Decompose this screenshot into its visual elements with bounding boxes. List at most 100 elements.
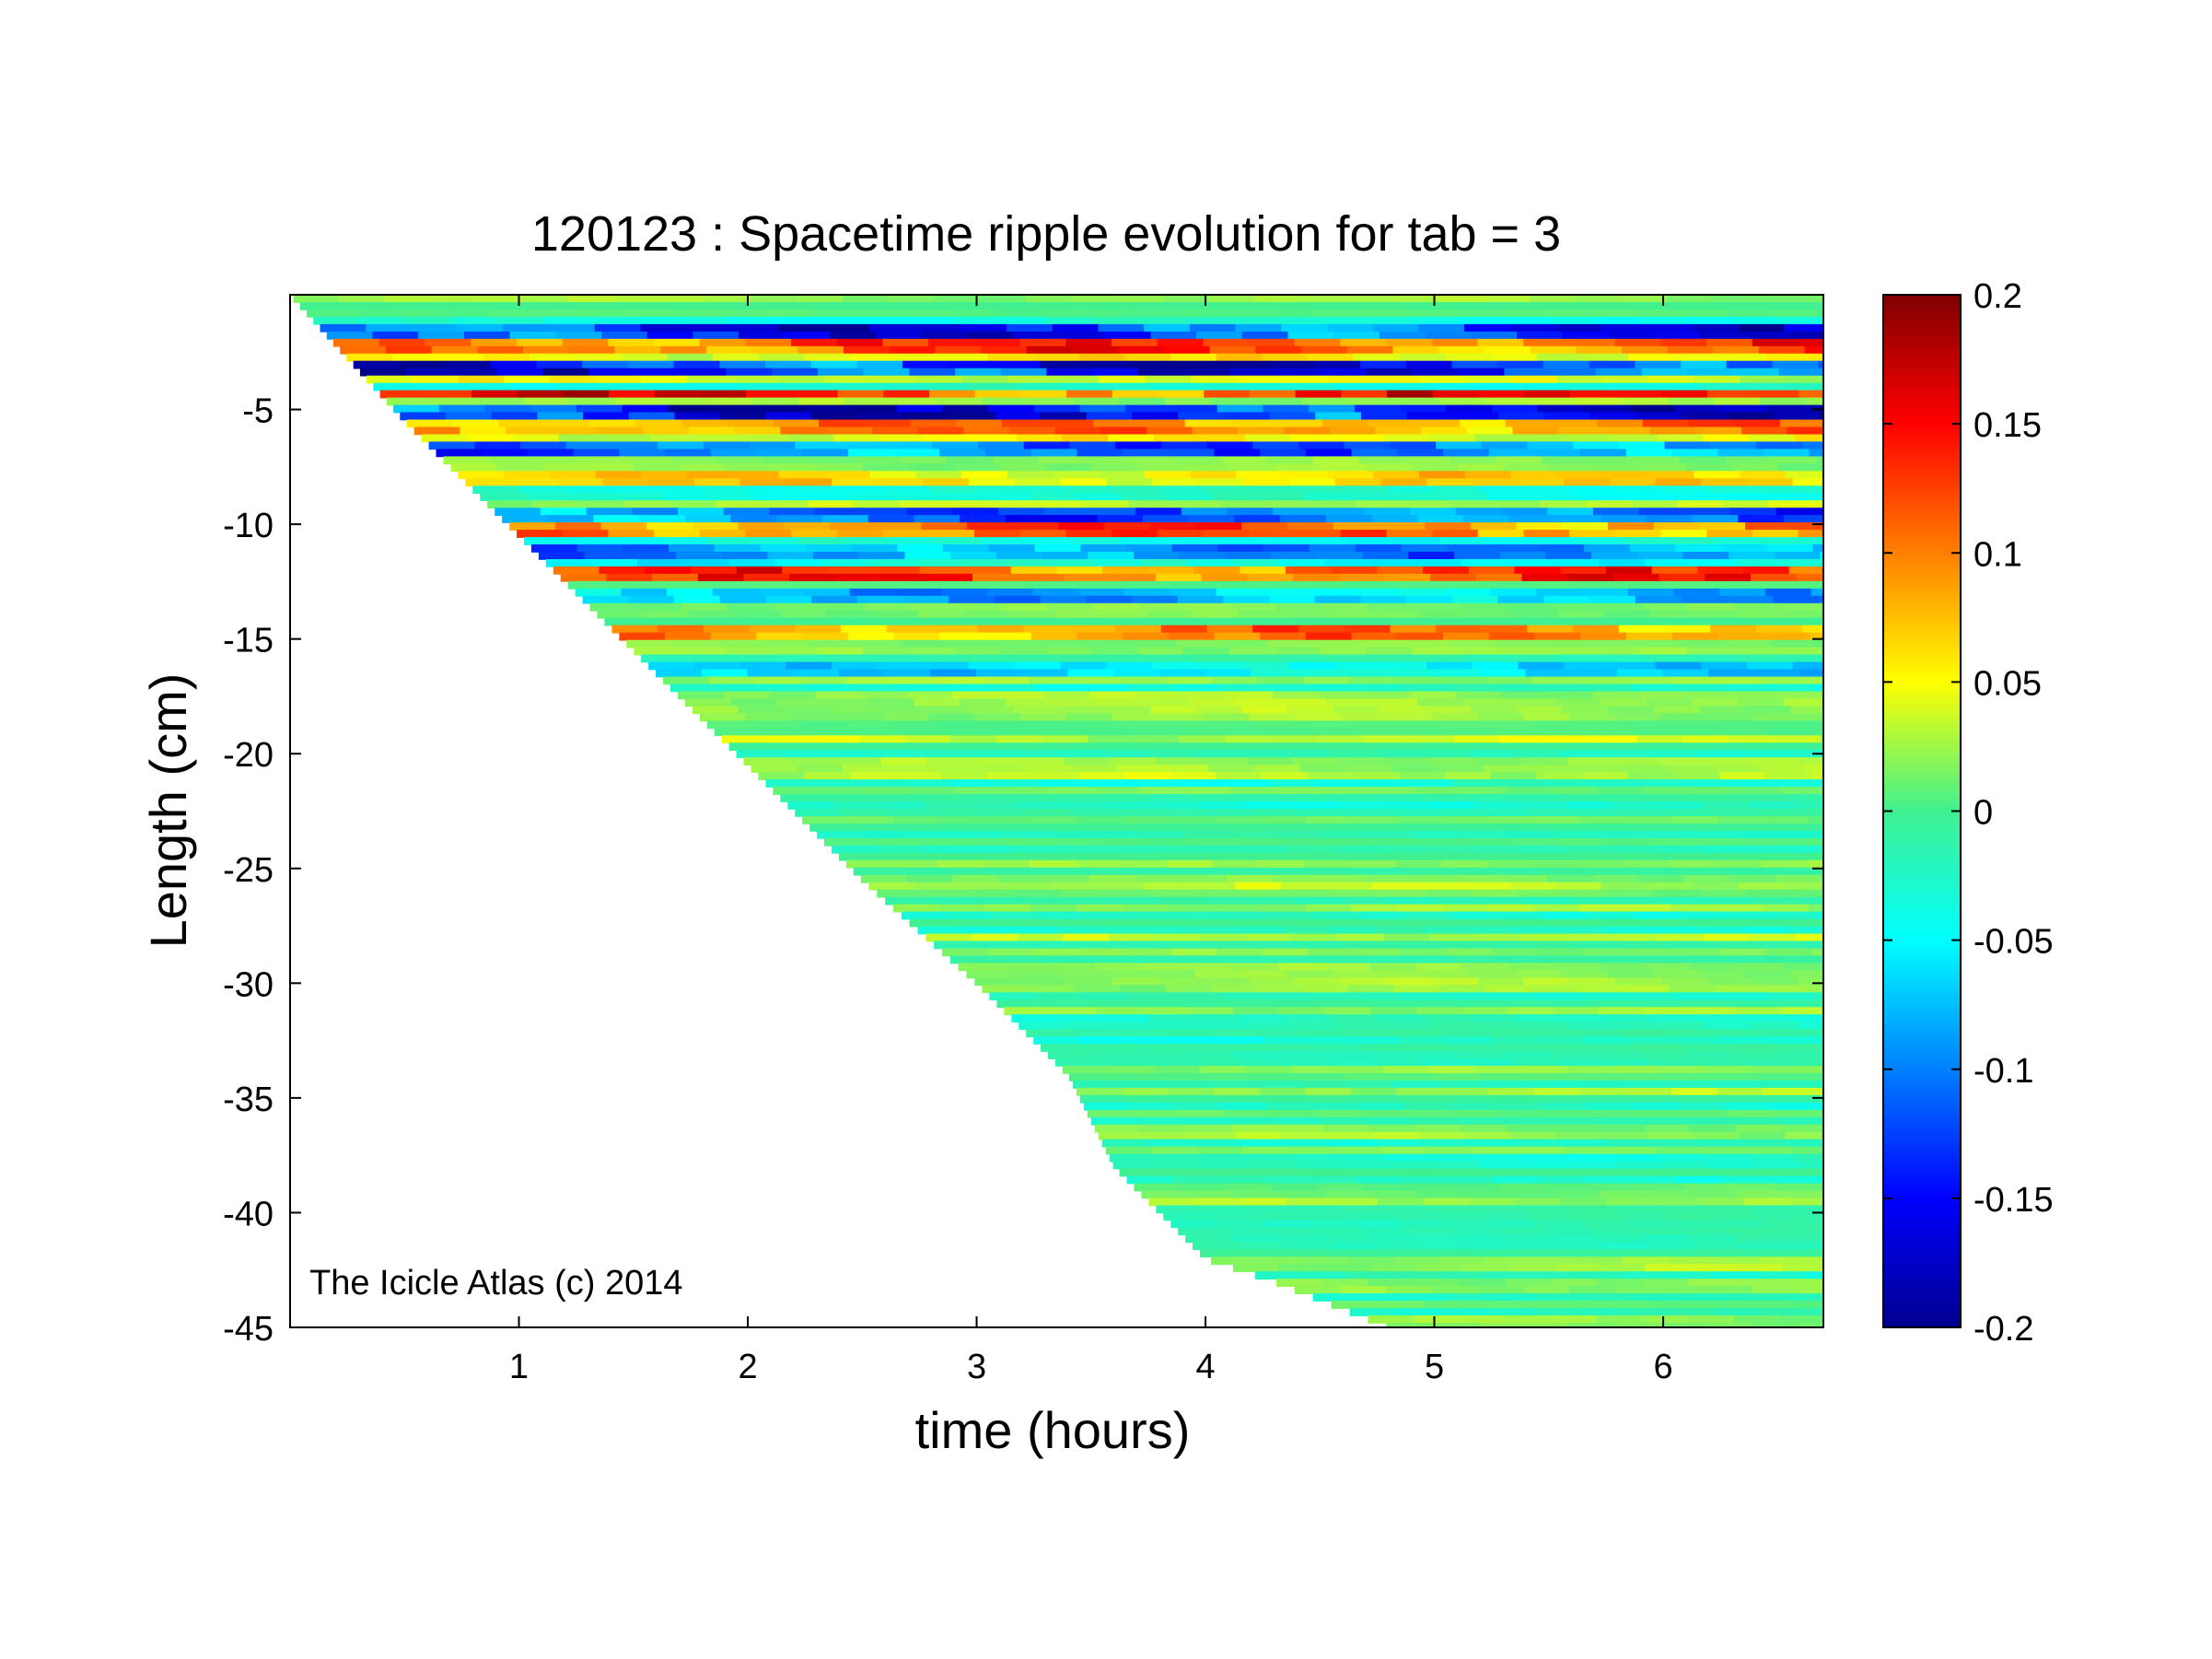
heatmap-cell (1434, 896, 1481, 905)
heatmap-cell (1788, 1301, 1823, 1309)
heatmap-cell (1734, 1234, 1782, 1244)
heatmap-cell (1254, 1271, 1302, 1279)
heatmap-cell (1641, 368, 1688, 377)
heatmap-cell (1327, 471, 1375, 480)
heatmap-cell (1525, 852, 1572, 861)
heatmap-cell (1508, 1007, 1554, 1015)
heatmap-cell (1523, 1323, 1570, 1327)
heatmap-cell (1668, 1081, 1715, 1089)
heatmap-cell (621, 588, 668, 597)
heatmap-cell (1566, 617, 1612, 626)
heatmap-cell (678, 691, 725, 700)
heatmap-cell (1053, 837, 1100, 847)
heatmap-cell (1349, 676, 1397, 685)
heatmap-cell (1187, 1190, 1234, 1199)
heatmap-cell (1088, 552, 1135, 560)
heatmap-cell (1305, 632, 1353, 641)
heatmap-cell (1527, 625, 1574, 634)
heatmap-cell (1333, 522, 1380, 531)
heatmap-cell (1658, 1249, 1705, 1258)
heatmap-cell (1516, 706, 1563, 715)
heatmap-cell (1228, 463, 1275, 473)
heatmap-cell (1781, 1124, 1823, 1133)
heatmap-cell (1612, 573, 1660, 582)
heatmap-cell (1336, 801, 1384, 810)
heatmap-cell (1668, 397, 1715, 406)
heatmap-cell (1369, 1124, 1416, 1133)
heatmap-cell (1414, 1051, 1461, 1059)
heatmap-cell (902, 595, 949, 604)
heatmap-cell (1706, 1323, 1753, 1327)
heatmap-cell (569, 397, 617, 406)
heatmap-cell (634, 316, 681, 325)
heatmap-cell (1586, 500, 1633, 508)
heatmap-cell (1183, 918, 1231, 928)
heatmap-cell (1766, 1094, 1813, 1104)
heatmap-cell (1164, 720, 1212, 730)
heatmap-cell (1026, 345, 1074, 355)
heatmap-cell (1785, 654, 1823, 663)
heatmap-cell (1726, 360, 1774, 369)
heatmap-cell (1759, 537, 1807, 545)
heatmap-cell (1229, 918, 1276, 928)
heatmap-cell (1792, 1146, 1823, 1155)
heatmap-cell (1526, 1073, 1574, 1081)
heatmap-cell (1625, 449, 1673, 458)
heatmap-cell (438, 404, 486, 414)
heatmap-cell (1449, 639, 1497, 648)
heatmap-cell (1231, 1124, 1279, 1133)
heatmap-cell (1157, 338, 1205, 347)
heatmap-cell (1590, 1109, 1637, 1118)
heatmap-cell (866, 742, 914, 752)
heatmap-cell (1417, 882, 1465, 891)
heatmap-cell (1324, 1190, 1371, 1199)
heatmap-cell (1531, 1256, 1578, 1266)
heatmap-cell (1547, 691, 1594, 700)
heatmap-cell (1430, 1022, 1478, 1030)
heatmap-cell (1589, 1227, 1636, 1236)
heatmap-cell (1497, 779, 1545, 788)
heatmap-cell (1633, 824, 1681, 832)
heatmap-cell (915, 375, 963, 384)
heatmap-cell (1608, 331, 1655, 340)
heatmap-cell (1259, 1087, 1307, 1096)
heatmap-cell (1170, 772, 1217, 780)
heatmap-cell (1508, 1190, 1554, 1199)
heatmap-cell (1354, 1036, 1401, 1045)
heatmap-cell (1067, 669, 1114, 678)
heatmap-cell (630, 552, 677, 560)
heatmap-cell (888, 295, 936, 303)
heatmap-cell (1012, 970, 1059, 979)
heatmap-cell (1320, 1116, 1367, 1126)
heatmap-cell (988, 544, 1036, 553)
heatmap-cell (901, 639, 948, 648)
heatmap-cell (1123, 302, 1170, 310)
heatmap-cell (1358, 639, 1405, 648)
heatmap-cell (1243, 661, 1290, 671)
heatmap-cell (1291, 1249, 1338, 1258)
heatmap-cell (1805, 397, 1823, 406)
heatmap-cell (1240, 970, 1288, 979)
heatmap-cell (1558, 794, 1605, 802)
heatmap-cell (576, 544, 624, 553)
heatmap-cell (1278, 1190, 1326, 1199)
heatmap-cell (1170, 302, 1217, 310)
heatmap-cell (1049, 559, 1096, 567)
heatmap-cell (346, 353, 393, 362)
heatmap-cell (1468, 566, 1516, 575)
heatmap-cell (973, 338, 1021, 347)
heatmap-cell (413, 426, 461, 436)
heatmap-cell (873, 750, 921, 758)
heatmap-cell (1755, 441, 1803, 450)
heatmap-cell (1631, 683, 1679, 693)
heatmap-cell (1706, 390, 1754, 399)
heatmap-cell (541, 463, 589, 473)
heatmap-cell (1158, 1161, 1205, 1170)
heatmap-cell (882, 530, 930, 538)
heatmap-cell (1569, 1286, 1616, 1294)
heatmap-cell (869, 837, 917, 847)
heatmap-cell (1255, 1081, 1303, 1089)
heatmap-cell (1238, 1058, 1286, 1067)
heatmap-cell (1553, 963, 1601, 972)
heatmap-cell (1043, 508, 1091, 516)
